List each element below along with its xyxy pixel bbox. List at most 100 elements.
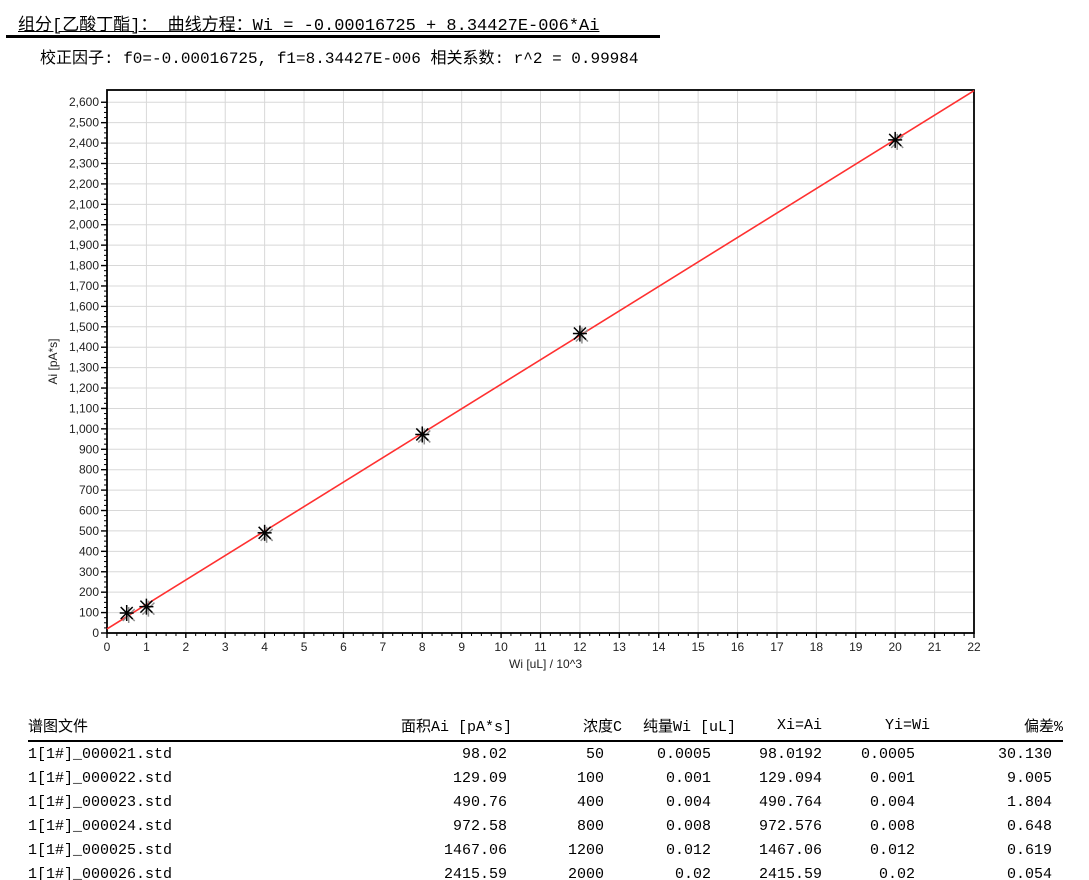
regression-line xyxy=(106,90,975,630)
y-tick-label: 1,200 xyxy=(69,381,99,395)
marker-stroke xyxy=(415,427,429,441)
y-tick-label: 2,600 xyxy=(69,95,99,109)
table-header-cell: 谱图文件 xyxy=(28,710,390,742)
table-row: 1[1#]_000026.std 2415.59 2000 0.02 2415.59 0.… xyxy=(28,862,1063,880)
data-point-marker xyxy=(257,524,274,543)
x-tick-label: 21 xyxy=(928,640,942,654)
y-tick-label: 200 xyxy=(79,585,99,599)
y-tick-label: 2,500 xyxy=(69,116,99,130)
table-cell: 50 xyxy=(585,745,604,763)
x-tick-label: 4 xyxy=(261,640,268,654)
table-cell: 0.02 xyxy=(878,865,915,880)
component-equation-title: 组分[乙酸丁酯]： 曲线方程：Wi = -0.00016725 + 8.3442… xyxy=(18,10,599,36)
y-tick-label: 2,000 xyxy=(69,218,99,232)
table-cell: 0.619 xyxy=(1006,841,1052,859)
marker-stroke xyxy=(139,600,153,614)
data-point-marker xyxy=(139,598,155,617)
y-tick-label: 2,100 xyxy=(69,197,99,211)
y-tick-label: 1,300 xyxy=(69,361,99,375)
y-tick-label: 300 xyxy=(79,565,99,579)
x-tick-label: 0 xyxy=(104,640,111,654)
table-cell: 490.76 xyxy=(452,793,507,811)
marker-stroke xyxy=(120,606,134,620)
table-row: 1[1#]_000021.std 98.02 50 0.0005 98.0192 0.00… xyxy=(28,741,1063,766)
correction-factor-line: 校正因子: f0=-0.00016725, f1=8.34427E-006 相关… xyxy=(40,50,639,68)
table-cell: 1467.06 xyxy=(758,841,822,859)
table-cell: 0.012 xyxy=(869,841,915,859)
y-axis-title: Ai [pA*s] xyxy=(46,338,60,384)
x-tick-label: 19 xyxy=(849,640,863,654)
y-tick-label: 800 xyxy=(79,463,99,477)
data-point-marker xyxy=(415,426,431,445)
table-cell: 0.648 xyxy=(1006,817,1052,835)
x-tick-label: 16 xyxy=(731,640,745,654)
x-tick-label: 22 xyxy=(967,640,981,654)
y-tick-label: 500 xyxy=(79,524,99,538)
title-divider xyxy=(6,35,660,38)
x-tick-label: 12 xyxy=(573,640,587,654)
table-cell: 0.02 xyxy=(674,865,711,880)
table-cell: 972.576 xyxy=(758,817,822,835)
data-point-marker xyxy=(119,604,136,623)
table-header-cell: Xi=Ai xyxy=(736,710,826,742)
table-row: 1[1#]_000024.std 972.58 800 0.008 972.576 0.0… xyxy=(28,814,1063,838)
table-header-row: 谱图文件 面积Ai [pA*s] 浓度C 纯量Wi [uL] Xi=Ai Yi=Wi 偏差% xyxy=(28,710,1063,742)
x-tick-label: 9 xyxy=(458,640,465,654)
x-tick-label: 17 xyxy=(770,640,784,654)
x-tick-label: 15 xyxy=(691,640,705,654)
table-cell: 30.130 xyxy=(997,745,1052,763)
y-tick-label: 0 xyxy=(92,626,99,640)
y-tick-label: 2,200 xyxy=(69,177,99,191)
table-cell: 1[1#]_000024.std xyxy=(28,817,173,835)
x-tick-label: 7 xyxy=(380,640,387,654)
table-cell: 129.094 xyxy=(758,769,822,787)
table-cell: 100 xyxy=(576,769,604,787)
table-cell: 98.0192 xyxy=(758,745,822,763)
table-cell: 1[1#]_000025.std xyxy=(28,841,173,859)
table-cell: 0.012 xyxy=(665,841,711,859)
table-header-cell: 纯量Wi [uL] xyxy=(622,710,736,742)
table-cell: 1200 xyxy=(567,841,604,859)
x-tick-label: 11 xyxy=(534,640,547,654)
table-cell: 0.0005 xyxy=(860,745,915,763)
calibration-table: 谱图文件 面积Ai [pA*s] 浓度C 纯量Wi [uL] Xi=Ai Yi=Wi 偏差%… xyxy=(28,710,1063,880)
title-text: 组分[乙酸丁酯]： 曲线方程：Wi = -0.00016725 + 8.3442… xyxy=(18,17,600,36)
table-cell: 0.004 xyxy=(665,793,711,811)
x-tick-label: 10 xyxy=(494,640,508,654)
y-tick-label: 1,500 xyxy=(69,320,99,334)
x-tick-label: 8 xyxy=(419,640,426,654)
table-cell: 2415.59 xyxy=(443,865,507,880)
x-tick-label: 13 xyxy=(613,640,627,654)
y-tick-label: 700 xyxy=(79,483,99,497)
table-row: 1[1#]_000025.std 1467.06 1200 0.012 1467.06 0… xyxy=(28,838,1063,862)
table-cell: 490.764 xyxy=(758,793,822,811)
data-point-marker xyxy=(888,131,904,150)
table-cell: 0.054 xyxy=(1006,865,1052,880)
y-tick-label: 1,000 xyxy=(69,422,99,436)
table-cell: 800 xyxy=(576,817,604,835)
table-cell: 9.005 xyxy=(1006,769,1052,787)
marker-stroke xyxy=(888,133,902,147)
y-tick-label: 600 xyxy=(79,504,99,518)
y-tick-label: 400 xyxy=(79,544,99,558)
table-cell: 0.0005 xyxy=(656,745,711,763)
y-tick-label: 1,900 xyxy=(69,238,99,252)
y-tick-label: 900 xyxy=(79,442,99,456)
x-tick-label: 20 xyxy=(889,640,903,654)
table-header-cell: 面积Ai [pA*s] xyxy=(390,710,512,742)
y-tick-label: 1,700 xyxy=(69,279,99,293)
x-tick-label: 1 xyxy=(143,640,150,654)
table-cell: 1.804 xyxy=(1006,793,1052,811)
y-tick-label: 2,300 xyxy=(69,156,99,170)
y-tick-label: 100 xyxy=(79,606,99,620)
marker-stroke xyxy=(573,326,587,341)
data-point-marker xyxy=(572,325,589,344)
table-cell: 972.58 xyxy=(452,817,507,835)
table-cell: 2415.59 xyxy=(758,865,822,880)
table-cell: 0.001 xyxy=(869,769,915,787)
y-tick-label: 2,400 xyxy=(69,136,99,150)
table-cell: 0.008 xyxy=(665,817,711,835)
y-tick-label: 1,800 xyxy=(69,259,99,273)
table-cell: 1[1#]_000021.std xyxy=(28,745,173,763)
y-tick-label: 1,600 xyxy=(69,299,99,313)
